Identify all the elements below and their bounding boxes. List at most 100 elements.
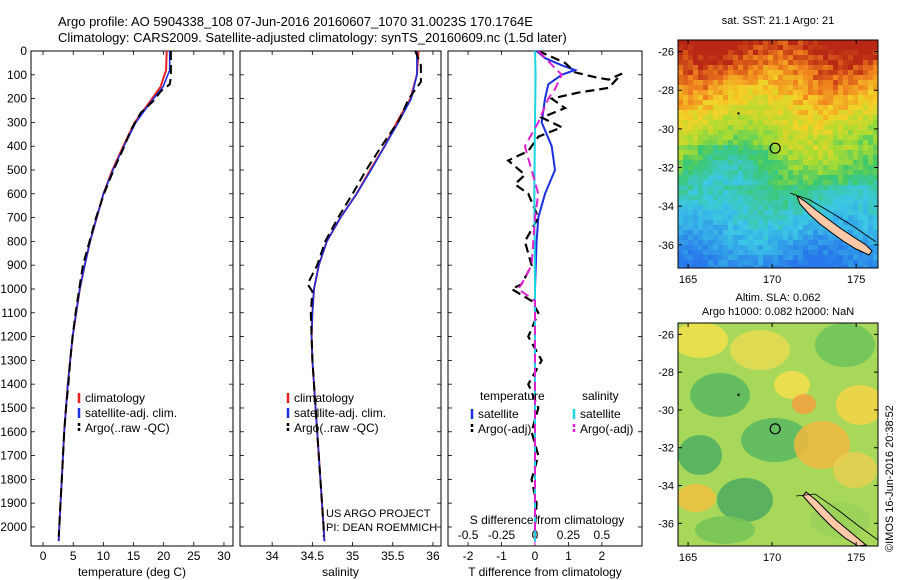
sst-cell bbox=[838, 260, 844, 266]
sst-cell bbox=[753, 80, 759, 86]
sst-cell bbox=[768, 135, 774, 141]
sst-cell bbox=[773, 215, 779, 221]
sst-cell bbox=[693, 195, 699, 201]
x-tick-label: 1 bbox=[565, 549, 572, 563]
sst-cell bbox=[693, 235, 699, 241]
sst-cell bbox=[863, 135, 869, 141]
sst-cell bbox=[768, 60, 774, 66]
sst-cell bbox=[808, 90, 814, 96]
sst-cell bbox=[818, 90, 824, 96]
sst-cell bbox=[788, 230, 794, 236]
sst-cell bbox=[783, 200, 789, 206]
sst-cell bbox=[868, 225, 874, 231]
sst-cell bbox=[753, 120, 759, 126]
sst-cell bbox=[693, 245, 699, 251]
sst-cell bbox=[858, 225, 864, 231]
sst-cell bbox=[868, 75, 874, 81]
sst-cell bbox=[758, 45, 764, 51]
sst-cell bbox=[863, 225, 869, 231]
sst-cell bbox=[693, 65, 699, 71]
sst-cell bbox=[838, 125, 844, 131]
sst-cell bbox=[753, 180, 759, 186]
sst-cell bbox=[793, 245, 799, 251]
sst-cell bbox=[803, 170, 809, 176]
sst-cell bbox=[873, 200, 878, 206]
sst-cell bbox=[683, 180, 689, 186]
sst-cell bbox=[768, 140, 774, 146]
sst-cell bbox=[718, 90, 724, 96]
sla-map-title-2: Argo h1000: 0.082 h2000: NaN bbox=[702, 306, 854, 318]
sst-cell bbox=[693, 260, 699, 266]
sst-cell bbox=[808, 135, 814, 141]
sst-cell bbox=[723, 65, 729, 71]
sst-cell bbox=[838, 115, 844, 121]
sst-cell bbox=[778, 65, 784, 71]
sst-cell bbox=[813, 200, 819, 206]
sst-cell bbox=[863, 220, 869, 226]
sst-cell bbox=[823, 125, 829, 131]
sst-cell bbox=[733, 260, 739, 266]
sst-cell bbox=[803, 230, 809, 236]
sst-cell bbox=[728, 145, 734, 151]
sst-cell bbox=[773, 155, 779, 161]
sst-cell bbox=[688, 85, 694, 91]
x-tick-label: 34.5 bbox=[301, 549, 325, 563]
sst-cell bbox=[858, 220, 864, 226]
pi-label: PI: DEAN ROEMMICH bbox=[326, 522, 437, 534]
sst-cell bbox=[708, 180, 714, 186]
sst-cell bbox=[783, 140, 789, 146]
sst-cell bbox=[678, 50, 684, 56]
sst-cell bbox=[688, 215, 694, 221]
sst-cell bbox=[763, 40, 769, 46]
sst-cell bbox=[808, 155, 814, 161]
sst-cell bbox=[708, 265, 714, 268]
sst-cell bbox=[813, 40, 819, 46]
sst-cell bbox=[758, 95, 764, 101]
sst-cell bbox=[718, 120, 724, 126]
sst-cell bbox=[683, 55, 689, 61]
sst-cell bbox=[843, 95, 849, 101]
sst-cell bbox=[838, 80, 844, 86]
sst-cell bbox=[708, 190, 714, 196]
sst-cell bbox=[773, 110, 779, 116]
sst-cell bbox=[703, 145, 709, 151]
sst-cell bbox=[758, 240, 764, 246]
sst-cell bbox=[853, 125, 859, 131]
sst-cell bbox=[828, 265, 834, 268]
sst-cell bbox=[863, 55, 869, 61]
sst-cell bbox=[698, 225, 704, 231]
sst-cell bbox=[713, 40, 719, 46]
sst-cell bbox=[748, 205, 754, 211]
sst-cell bbox=[803, 115, 809, 121]
sst-cell bbox=[818, 150, 824, 156]
sst-cell bbox=[838, 190, 844, 196]
sst-cell bbox=[713, 175, 719, 181]
sst-cell bbox=[758, 150, 764, 156]
sst-cell bbox=[863, 65, 869, 71]
sst-cell bbox=[773, 195, 779, 201]
sst-cell bbox=[753, 70, 759, 76]
sst-cell bbox=[733, 150, 739, 156]
sst-cell bbox=[698, 180, 704, 186]
y-tick-label: 200 bbox=[7, 92, 27, 106]
sst-cell bbox=[848, 140, 854, 146]
sst-cell bbox=[713, 145, 719, 151]
sst-cell bbox=[763, 70, 769, 76]
sst-cell bbox=[863, 110, 869, 116]
sst-cell bbox=[773, 220, 779, 226]
sst-cell bbox=[738, 200, 744, 206]
sst-cell bbox=[798, 130, 804, 136]
sst-cell bbox=[863, 205, 869, 211]
sst-cell bbox=[853, 110, 859, 116]
sst-cell bbox=[688, 175, 694, 181]
sst-cell bbox=[713, 130, 719, 136]
sst-cell bbox=[743, 240, 749, 246]
sst-cell bbox=[738, 250, 744, 256]
argo-float-marker bbox=[769, 142, 781, 154]
sst-cell bbox=[708, 60, 714, 66]
sst-cell bbox=[843, 120, 849, 126]
sst-cell bbox=[683, 160, 689, 166]
sst-cell bbox=[823, 75, 829, 81]
sst-cell bbox=[768, 100, 774, 106]
sst-cell bbox=[793, 125, 799, 131]
